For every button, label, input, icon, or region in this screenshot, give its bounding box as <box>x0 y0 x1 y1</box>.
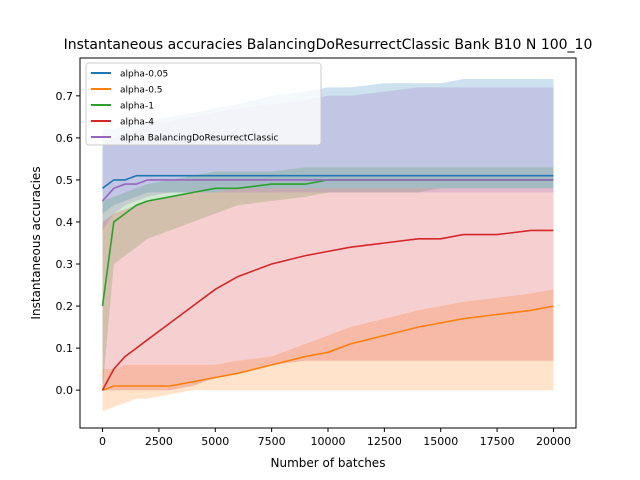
y-tick-label: 0.3 <box>56 258 74 271</box>
x-tick-label: 20000 <box>536 435 571 448</box>
y-tick-label: 0.7 <box>56 90 74 103</box>
y-tick-label: 0.1 <box>56 342 74 355</box>
line-series-0 <box>102 174 554 189</box>
legend-label: alpha-0.05 <box>120 70 168 80</box>
y-axis-label: Instantaneous accuracies <box>29 166 43 319</box>
y-tick-label: 0.5 <box>56 174 74 187</box>
line-series-3 <box>101 229 554 391</box>
line-series-4 <box>101 179 554 202</box>
chart-title: Instantaneous accuracies BalancingDoResu… <box>64 37 593 53</box>
y-axis: 0.0 0.1 0.2 0.3 0.4 0.5 0.6 0.7 <box>56 90 80 397</box>
x-tick-label: 15000 <box>423 435 458 448</box>
x-tick-label: 2500 <box>145 435 173 448</box>
x-tick-label: 12500 <box>367 435 402 448</box>
x-tick-label: 0 <box>99 435 106 448</box>
x-tick-label: 7500 <box>258 435 286 448</box>
band-series-1 <box>102 289 554 412</box>
x-tick-label: 17500 <box>480 435 515 448</box>
legend-box <box>85 62 322 146</box>
legend: alpha-0.05 alpha-0.5 alpha-1 alpha-4 alpha B… <box>85 62 322 146</box>
legend-label: alpha-0.5 <box>120 86 163 96</box>
legend-label: alpha-1 <box>120 102 154 112</box>
legend-label: alpha-4 <box>120 118 154 128</box>
band-series-2 <box>102 167 554 391</box>
y-tick-label: 0.4 <box>56 216 74 229</box>
legend-label: alpha BalancingDoResurrectClassic <box>120 134 279 144</box>
y-tick-label: 0.6 <box>56 132 74 145</box>
line-series-1 <box>102 305 554 391</box>
y-tick-label: 0.0 <box>56 384 74 397</box>
x-axis-label: Number of batches <box>271 456 386 470</box>
x-tick-label: 5000 <box>201 435 229 448</box>
band-series-3 <box>102 188 554 391</box>
x-tick-label: 10000 <box>311 435 346 448</box>
y-tick-label: 0.2 <box>56 300 74 313</box>
series-lines <box>101 174 554 391</box>
x-axis: 0 2500 5000 7500 10000 12500 15000 17500 20000 <box>99 428 571 448</box>
